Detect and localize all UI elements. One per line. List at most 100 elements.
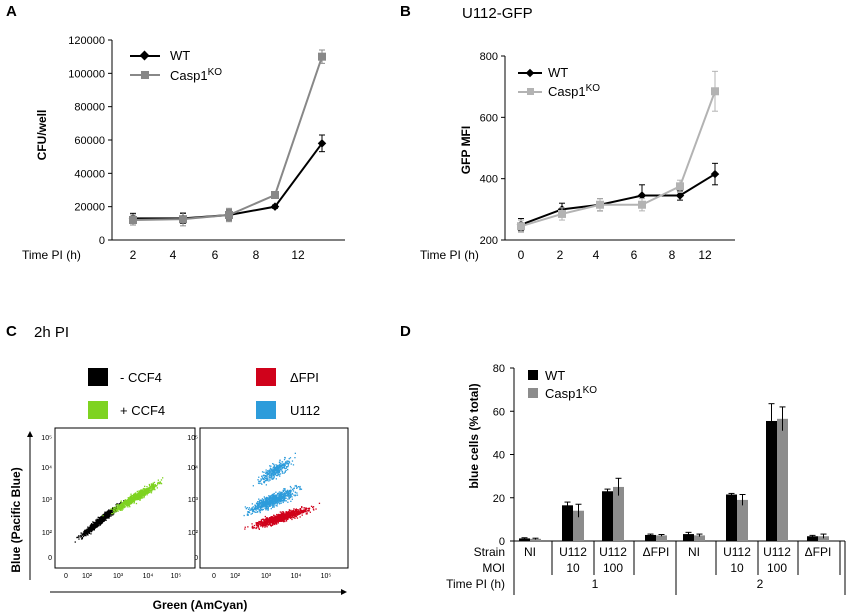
flow-event-dot	[263, 519, 265, 521]
flow-event-dot	[251, 523, 253, 525]
flow-event-dot	[295, 515, 298, 518]
flow-event-dot	[272, 477, 274, 479]
legend-ccf4-neg-swatch	[88, 368, 108, 386]
flow-event-dot	[102, 515, 104, 517]
flow-event-dot	[288, 510, 290, 513]
flow-event-dot	[115, 511, 117, 513]
flow-event-dot	[150, 492, 153, 494]
flow-event-dot	[294, 509, 297, 511]
flow-event-dot	[271, 470, 273, 472]
flow-event-dot	[266, 479, 268, 482]
flow-event-dot	[262, 521, 264, 523]
flow-event-dot	[106, 515, 109, 518]
flow-event-dot	[293, 487, 295, 489]
flow-event-dot	[265, 508, 267, 510]
flow-event-dot	[275, 465, 278, 467]
flow-event-dot	[273, 463, 275, 466]
flow-event-dot	[261, 471, 264, 473]
flow-event-dot	[290, 487, 292, 489]
flow-event-dot	[117, 506, 120, 508]
flow-event-dot	[288, 462, 290, 464]
flow-event-dot	[299, 508, 301, 510]
flow-event-dot	[285, 519, 288, 521]
flow-event-dot	[287, 491, 289, 493]
flow-event-dot	[105, 518, 107, 520]
panel-letter-a: A	[6, 3, 17, 20]
flow-event-dot	[130, 499, 132, 501]
flow-event-dot	[287, 516, 289, 518]
flow-event-dot	[269, 518, 271, 520]
flow-event-dot	[157, 482, 159, 484]
flow-event-dot	[274, 466, 276, 468]
flow-event-dot	[283, 514, 285, 517]
flow-event-dot	[143, 494, 145, 496]
flow-event-dot	[252, 526, 255, 528]
flow-event-dot	[279, 518, 281, 521]
flow-event-dot	[260, 504, 262, 506]
flow-y-tick: 0	[48, 555, 52, 562]
flow-event-dot	[283, 488, 285, 490]
flow-event-dot	[152, 486, 155, 488]
flow-event-dot	[122, 501, 125, 503]
flow-event-dot	[256, 502, 258, 505]
flow-event-dot	[257, 522, 260, 524]
flow-event-dot	[112, 512, 114, 514]
flow-event-dot	[272, 517, 274, 519]
flow-event-dot	[293, 511, 296, 513]
data-point	[270, 202, 280, 211]
flow-event-dot	[260, 523, 262, 525]
flow-event-dot	[276, 472, 278, 474]
flow-event-dot	[278, 461, 281, 463]
flow-event-dot	[124, 506, 127, 508]
flow-event-dot	[105, 519, 107, 521]
flow-event-dot	[277, 472, 279, 474]
flow-event-dot	[278, 497, 280, 499]
x-tick-label: 12	[698, 248, 712, 262]
flow-event-dot	[273, 497, 275, 499]
flow-event-dot	[146, 490, 148, 492]
flow-event-dot	[127, 501, 129, 503]
flow-event-dot	[293, 508, 295, 510]
flow-event-dot	[285, 461, 287, 463]
flow-event-dot	[104, 512, 106, 515]
flow-event-dot	[272, 524, 274, 526]
flow-event-dot	[274, 523, 276, 526]
flow-event-dot	[78, 535, 80, 537]
flow-event-dot	[86, 531, 88, 533]
flow-event-dot	[289, 457, 292, 459]
flow-event-dot	[290, 490, 292, 493]
flow-event-dot	[122, 508, 124, 510]
flow-event-dot	[100, 516, 102, 518]
flow-event-dot	[143, 496, 145, 499]
flow-event-dot	[74, 541, 76, 543]
flow-event-dot	[139, 495, 141, 497]
data-point	[225, 211, 233, 219]
flow-y-tick: 10⁵	[187, 435, 198, 442]
x-tick-label: 4	[170, 248, 177, 262]
flow-event-dot	[123, 504, 125, 506]
flow-event-dot	[292, 513, 294, 515]
flow-event-dot	[115, 509, 117, 511]
flow-event-dot	[121, 505, 123, 508]
flow-event-dot	[294, 457, 296, 459]
flow-event-dot	[294, 491, 297, 494]
flow-event-dot	[277, 469, 280, 471]
flow-event-dot	[116, 510, 118, 512]
flow-event-dot	[285, 512, 288, 515]
flow-event-dot	[94, 523, 97, 525]
flow-event-dot	[283, 463, 285, 465]
flow-event-dot	[132, 496, 135, 498]
flow-event-dot	[152, 485, 155, 487]
flow-event-dot	[299, 488, 301, 490]
bar	[737, 499, 748, 541]
flow-event-dot	[117, 510, 119, 512]
flow-event-dot	[102, 516, 105, 518]
flow-event-dot	[282, 520, 284, 522]
legend-dfpi-swatch	[256, 368, 276, 386]
flow-event-dot	[270, 472, 272, 475]
flow-event-dot	[258, 506, 261, 508]
flow-event-dot	[306, 512, 308, 514]
flow-event-dot	[268, 523, 270, 526]
legend-dfpi-label: ΔFPI	[290, 370, 319, 385]
flow-event-dot	[263, 523, 265, 525]
